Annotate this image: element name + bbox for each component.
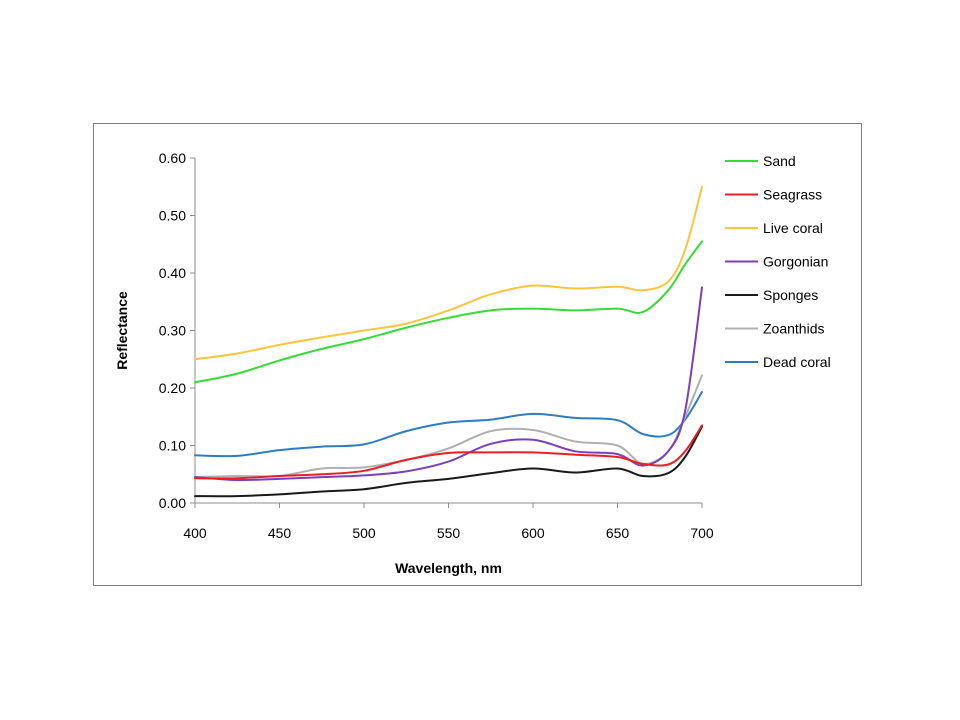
x-tick-label: 500: [352, 525, 376, 541]
legend: Sand Seagrass Live coral Gorgonian Sponges Zo…: [725, 153, 831, 370]
x-tick-label: 550: [437, 525, 461, 541]
y-axis-title: Reflectance: [114, 291, 130, 370]
legend-label-sand: Sand: [763, 153, 796, 169]
y-tick-label: 0.30: [159, 323, 186, 339]
y-tick-label: 0.40: [159, 265, 186, 281]
series-line-gorgonian: [194, 286, 703, 482]
x-tick-label: 650: [606, 525, 630, 541]
tick-labels: 0.00 0.10 0.20 0.30 0.40 0.50 0.60 400 450 500 550…: [159, 150, 714, 541]
x-axis-title: Wavelength, nm: [395, 560, 502, 576]
axes: [190, 157, 703, 508]
series-line-live-coral: [194, 185, 703, 361]
series-line-sand: [194, 240, 703, 384]
x-tick-label: 400: [183, 525, 207, 541]
y-tick-label: 0.10: [159, 438, 186, 454]
series-line-seagrass: [194, 424, 703, 480]
y-tick-label: 0.50: [159, 208, 186, 224]
x-tick-label: 450: [268, 525, 292, 541]
legend-label-dead-coral: Dead coral: [763, 354, 831, 370]
series-lines: [194, 185, 703, 498]
x-tick-label: 600: [521, 525, 545, 541]
series-line-sponges: [194, 425, 703, 498]
legend-label-zoanthids: Zoanthids: [763, 321, 824, 337]
x-tick-label: 700: [690, 525, 714, 541]
chart-frame: [93, 123, 862, 586]
legend-label-seagrass: Seagrass: [763, 187, 822, 203]
legend-label-gorgonian: Gorgonian: [763, 254, 828, 270]
legend-label-live-coral: Live coral: [763, 220, 823, 236]
y-tick-label: 0.00: [159, 495, 186, 511]
series-line-dead-coral: [194, 391, 703, 458]
y-tick-label: 0.20: [159, 380, 186, 396]
legend-label-sponges: Sponges: [763, 287, 818, 303]
y-tick-label: 0.60: [159, 150, 186, 166]
